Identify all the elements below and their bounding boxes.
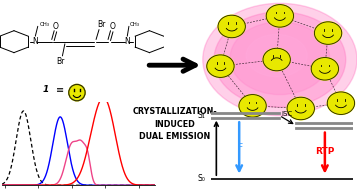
Text: CH₃: CH₃ bbox=[130, 22, 140, 27]
Text: RTP: RTP bbox=[315, 147, 335, 156]
Text: Br: Br bbox=[97, 20, 105, 29]
Text: O: O bbox=[109, 22, 115, 31]
Circle shape bbox=[315, 22, 342, 44]
Circle shape bbox=[239, 94, 266, 117]
Ellipse shape bbox=[230, 22, 330, 94]
Circle shape bbox=[327, 92, 355, 115]
Text: N: N bbox=[124, 37, 130, 46]
Circle shape bbox=[266, 5, 293, 27]
Ellipse shape bbox=[246, 34, 307, 77]
Text: CRYSTALLIZATION-
INDUCED
DUAL EMISSION: CRYSTALLIZATION- INDUCED DUAL EMISSION bbox=[132, 107, 217, 141]
Text: F: F bbox=[237, 143, 242, 152]
Text: Br: Br bbox=[56, 57, 65, 66]
Text: ≡: ≡ bbox=[56, 85, 64, 95]
Ellipse shape bbox=[203, 3, 357, 116]
Ellipse shape bbox=[214, 12, 346, 107]
Text: 1: 1 bbox=[43, 85, 49, 94]
Text: N: N bbox=[32, 37, 38, 46]
Text: CH₃: CH₃ bbox=[39, 22, 50, 27]
Text: O: O bbox=[53, 22, 59, 31]
Circle shape bbox=[263, 48, 290, 71]
Text: ISC: ISC bbox=[281, 111, 293, 117]
Circle shape bbox=[207, 55, 234, 77]
Circle shape bbox=[69, 84, 85, 101]
Circle shape bbox=[311, 57, 338, 80]
Circle shape bbox=[218, 15, 245, 38]
Text: S₁: S₁ bbox=[197, 111, 205, 120]
Circle shape bbox=[287, 97, 315, 120]
Text: S₀: S₀ bbox=[197, 174, 205, 183]
